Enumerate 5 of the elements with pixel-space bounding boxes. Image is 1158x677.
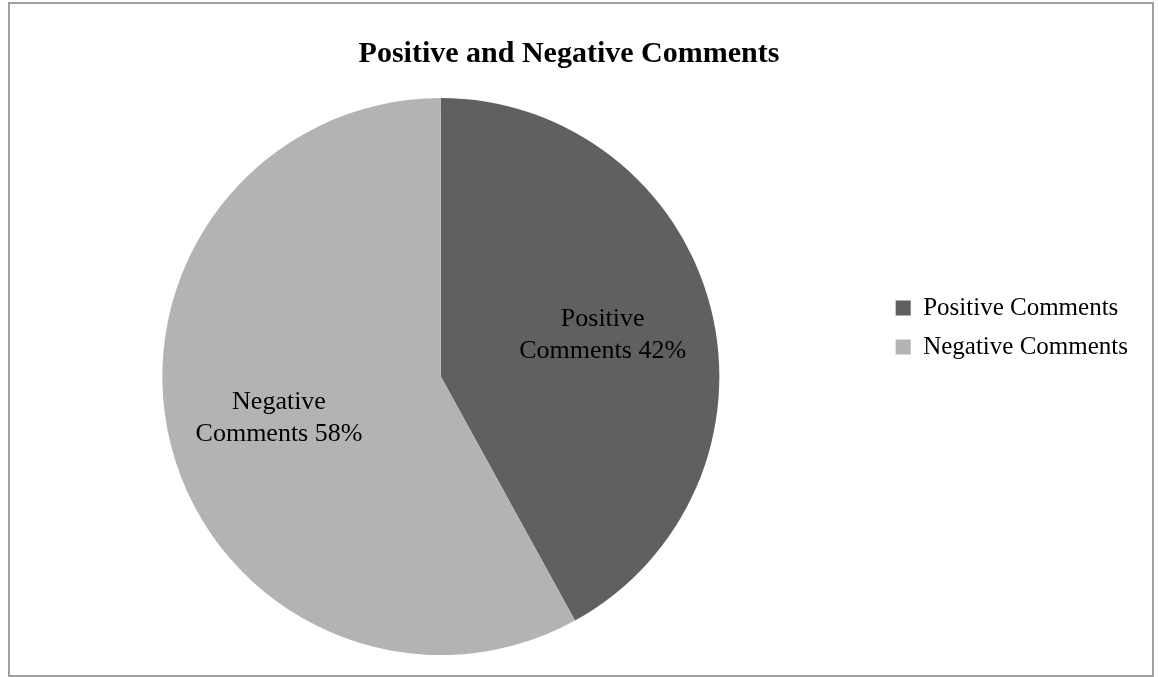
legend-label: Negative Comments — [923, 331, 1129, 359]
data-label: Negative Comments 58% — [195, 385, 363, 447]
legend-label: Positive Comments — [923, 292, 1119, 320]
chart-title: Positive and Negative Comments — [358, 34, 780, 68]
data-label: Positive Comments 42% — [519, 302, 687, 364]
